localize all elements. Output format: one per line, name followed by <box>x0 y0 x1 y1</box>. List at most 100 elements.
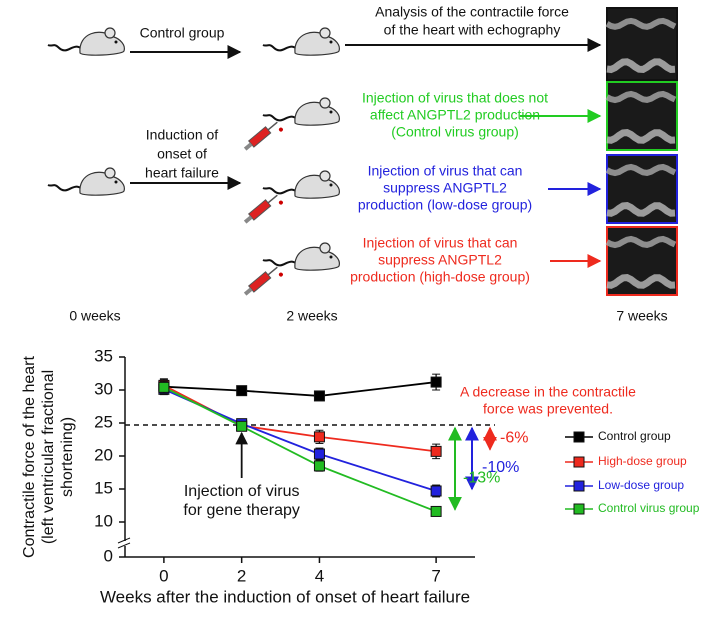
mouse-eye <box>114 40 118 44</box>
marker <box>313 431 325 443</box>
x-tick-label: 0 <box>159 566 168 585</box>
label: heart failure <box>145 165 219 181</box>
mouse-ear <box>104 27 116 39</box>
mouse-body <box>79 171 125 196</box>
y-tick-label: 25 <box>94 412 113 431</box>
label: production (high-dose group) <box>350 269 530 285</box>
echo-wall <box>605 17 677 30</box>
mouse-body <box>294 101 340 126</box>
label: Analysis of the contractile force <box>375 4 569 20</box>
marker <box>430 505 442 517</box>
y-tick-label: 10 <box>94 511 113 530</box>
syringe-plunger <box>243 287 253 296</box>
label: production (low-dose group) <box>358 197 532 213</box>
blood-drop <box>278 127 283 132</box>
drop-label: -13% <box>463 469 500 486</box>
annotation: Injection of virus <box>184 483 300 500</box>
legend-marker <box>573 456 585 468</box>
axis-break-gap <box>119 541 131 546</box>
label: Control group <box>140 25 225 41</box>
mouse-ear <box>319 170 331 182</box>
mouse-ear <box>104 167 116 179</box>
axis-break <box>117 542 131 549</box>
legend-marker <box>573 503 585 515</box>
axis-break <box>117 537 131 544</box>
marker <box>158 381 170 393</box>
marker <box>430 485 442 497</box>
legend-marker <box>573 480 585 492</box>
blood-drop <box>278 272 283 277</box>
echo-wall <box>605 163 677 177</box>
echo-wall <box>606 58 676 74</box>
series-line <box>163 381 437 397</box>
label: Injection of virus that does not <box>362 90 548 106</box>
syringe-barrel <box>247 199 272 221</box>
marker <box>313 448 325 460</box>
mouse <box>262 170 340 199</box>
mouse-eye <box>329 110 333 114</box>
mouse-tail <box>47 44 83 52</box>
mouse-ear <box>319 97 331 109</box>
series-line <box>163 388 437 492</box>
mouse-ear <box>319 242 331 254</box>
mouse <box>262 97 340 126</box>
syringe <box>243 194 283 224</box>
label: 0 weeks <box>69 308 120 324</box>
echo-wall <box>605 235 677 249</box>
x-tick-label: 7 <box>431 566 440 585</box>
mouse-tail <box>262 44 298 52</box>
legend-label: Control virus group <box>598 501 700 515</box>
echo-wall <box>606 274 676 289</box>
series-line <box>163 384 437 453</box>
x-tick-label: 2 <box>237 566 246 585</box>
blood-drop <box>278 200 283 205</box>
mouse-eye <box>329 183 333 187</box>
y-axis-title: (left ventricular fractional <box>40 370 57 544</box>
syringe-barrel <box>247 126 272 148</box>
marker <box>236 420 248 432</box>
label: 2 weeks <box>286 308 337 324</box>
echo-wall <box>606 129 676 144</box>
mouse-tail <box>262 114 298 122</box>
label: Injection of virus that can <box>368 163 523 179</box>
label: suppress ANGPTL2 <box>378 252 502 268</box>
drop-label: -10% <box>482 459 519 476</box>
marker <box>313 390 325 402</box>
series-line <box>163 386 437 513</box>
syringe-needle <box>267 121 278 131</box>
label: of the heart with echography <box>384 22 561 38</box>
x-tick-label: 4 <box>315 566 324 585</box>
syringe-plunger <box>243 215 253 224</box>
mouse-body <box>294 246 340 271</box>
marker <box>236 385 248 397</box>
mouse-eye <box>114 180 118 184</box>
mouse-eye <box>329 40 333 44</box>
marker <box>430 445 442 457</box>
y-axis-title: Contractile force of the heart <box>21 356 38 558</box>
marker <box>313 460 325 472</box>
y-tick-label: 15 <box>94 478 113 497</box>
mouse-body <box>79 31 125 56</box>
label: suppress ANGPTL2 <box>383 180 507 196</box>
echo-wall <box>606 202 676 217</box>
mouse-body <box>294 31 340 56</box>
syringe <box>243 121 283 151</box>
mouse-tail <box>47 184 83 192</box>
echo-wall <box>605 90 677 104</box>
label: affect ANGPTL2 production <box>370 107 540 123</box>
mouse <box>262 27 340 56</box>
y-tick-label: 35 <box>94 346 113 365</box>
y-tick-label: 0 <box>104 546 113 565</box>
marker <box>430 376 442 388</box>
legend-label: High-dose group <box>598 454 687 468</box>
annotation: for gene therapy <box>183 502 300 519</box>
mouse-tail <box>262 259 298 267</box>
syringe-needle <box>267 266 278 276</box>
mouse-tail <box>262 187 298 195</box>
annotation: force was prevented. <box>483 401 613 417</box>
label: (Control virus group) <box>391 124 519 140</box>
syringe-plunger <box>243 142 253 151</box>
mouse <box>262 242 340 271</box>
legend-label: Control group <box>598 429 671 443</box>
